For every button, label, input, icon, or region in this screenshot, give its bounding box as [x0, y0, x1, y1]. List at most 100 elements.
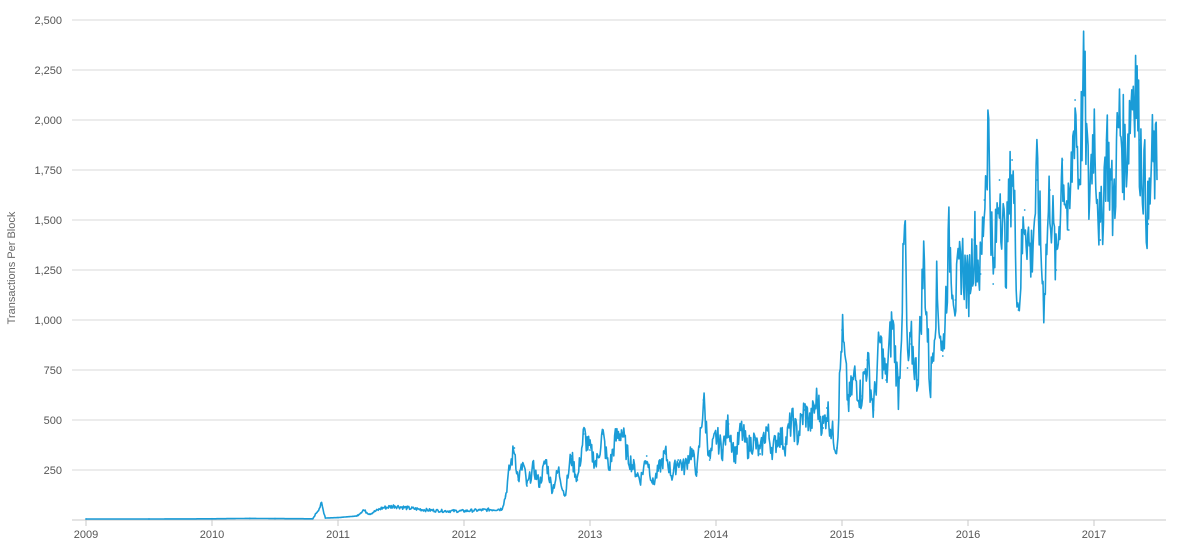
- data-point: [790, 419, 793, 421]
- data-point: [841, 329, 843, 331]
- data-point: [831, 431, 833, 433]
- data-point: [973, 239, 976, 241]
- data-point: [381, 507, 383, 509]
- data-point: [551, 489, 554, 491]
- data-point: [1143, 179, 1146, 181]
- data-point: [759, 453, 761, 455]
- data-point: [1036, 179, 1039, 181]
- data-point: [1055, 269, 1058, 271]
- data-point: [620, 429, 623, 431]
- data-point: [998, 179, 1001, 181]
- data-point: [671, 475, 673, 477]
- data-point: [721, 449, 724, 451]
- data-point: [916, 379, 919, 381]
- data-point: [1138, 139, 1141, 141]
- y-tick-label: 2,250: [34, 65, 62, 77]
- data-point: [538, 483, 541, 485]
- data-point: [904, 221, 906, 223]
- data-point: [337, 516, 339, 519]
- data-point: [734, 455, 736, 457]
- data-point: [866, 359, 869, 361]
- data-point: [1011, 159, 1013, 161]
- x-tick-label: 2014: [704, 529, 728, 541]
- y-tick-label: 1,500: [34, 215, 62, 227]
- y-tick-label: 1,250: [34, 265, 62, 277]
- data-point: [614, 439, 617, 441]
- data-point: [979, 273, 982, 275]
- data-point: [526, 485, 528, 487]
- data-point: [1151, 159, 1153, 161]
- data-point: [752, 439, 755, 441]
- data-point: [320, 503, 323, 505]
- data-point: [992, 283, 995, 285]
- data-point: [860, 395, 862, 397]
- x-tick-label: 2010: [200, 529, 224, 541]
- data-point: [746, 447, 749, 449]
- data-point: [532, 467, 535, 469]
- x-tick-label: 2009: [74, 529, 98, 541]
- data-point: [1088, 199, 1090, 201]
- data-point: [645, 455, 648, 457]
- y-tick-label: 250: [44, 465, 62, 477]
- data-point: [1099, 239, 1102, 241]
- data-point: [1074, 99, 1076, 101]
- data-point: [771, 449, 774, 451]
- data-point: [595, 463, 598, 465]
- y-tick-label: 1,750: [34, 165, 62, 177]
- data-point: [910, 343, 913, 345]
- x-tick-label: 2013: [578, 529, 602, 541]
- data-point: [1017, 309, 1020, 311]
- data-point: [1077, 179, 1080, 181]
- data-point: [563, 495, 566, 497]
- data-point: [677, 459, 680, 461]
- data-point: [853, 375, 856, 377]
- data-point: [576, 479, 579, 481]
- data-point: [311, 517, 314, 520]
- data-point: [274, 517, 276, 520]
- data-point: [517, 479, 520, 481]
- y-tick-label: 2,500: [34, 15, 62, 27]
- series-layer: [85, 30, 1158, 520]
- data-point: [1067, 229, 1070, 231]
- y-tick-label: 1,000: [34, 315, 62, 327]
- data-point: [715, 435, 717, 437]
- data-point: [545, 459, 547, 461]
- data-point: [885, 379, 887, 381]
- data-point: [815, 399, 818, 401]
- data-point: [803, 409, 806, 411]
- data-point: [248, 517, 251, 520]
- data-point: [500, 508, 503, 510]
- data-point: [696, 471, 698, 473]
- y-tick-label: 750: [44, 365, 62, 377]
- x-tick-label: 2015: [830, 529, 854, 541]
- data-point: [368, 513, 371, 515]
- x-tick-label: 2012: [452, 529, 476, 541]
- y-axis-title: Transactions Per Block: [6, 211, 18, 324]
- data-point: [778, 433, 780, 435]
- data-point: [683, 467, 686, 469]
- data-point: [906, 367, 909, 369]
- data-point: [444, 510, 446, 512]
- data-point: [987, 123, 990, 125]
- data-point: [825, 407, 828, 409]
- data-point: [1042, 299, 1045, 301]
- data-point: [601, 433, 604, 435]
- data-point: [1130, 89, 1133, 91]
- data-point: [1124, 159, 1127, 161]
- data-point: [324, 517, 327, 519]
- data-point: [897, 395, 900, 397]
- data-point: [85, 518, 87, 520]
- data-point: [356, 515, 358, 517]
- x-tick-label: 2016: [956, 529, 980, 541]
- data-point: [504, 495, 507, 497]
- data-point: [1030, 259, 1032, 261]
- data-point: [557, 469, 560, 471]
- data-point: [658, 467, 661, 469]
- grid-layer: [72, 19, 1166, 471]
- data-point: [463, 510, 465, 512]
- data-point: [983, 199, 986, 201]
- data-point: [809, 423, 812, 425]
- data-point: [740, 429, 743, 431]
- data-point: [626, 455, 629, 457]
